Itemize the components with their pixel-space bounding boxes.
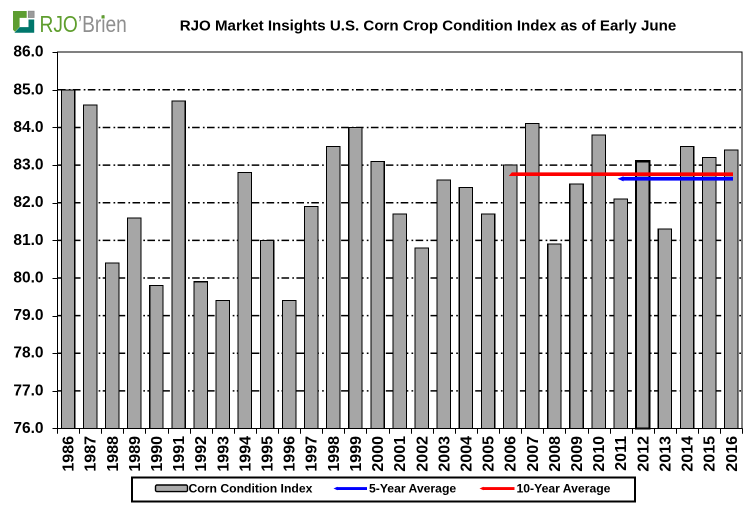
svg-text:1988: 1988 [105, 436, 122, 472]
svg-text:2008: 2008 [547, 436, 564, 472]
svg-text:2014: 2014 [680, 436, 697, 472]
svg-text:1990: 1990 [149, 436, 166, 472]
svg-text:1999: 1999 [348, 436, 365, 472]
svg-text:2000: 2000 [370, 436, 387, 472]
svg-text:1991: 1991 [171, 436, 188, 472]
svg-text:82.0: 82.0 [13, 194, 43, 211]
svg-text:5-Year Average: 5-Year Average [369, 482, 456, 496]
svg-text:2006: 2006 [503, 436, 520, 472]
svg-text:2007: 2007 [525, 436, 542, 472]
svg-text:1995: 1995 [260, 436, 277, 472]
svg-text:2013: 2013 [657, 436, 674, 472]
svg-text:RJO Market Insights U.S. Corn: RJO Market Insights U.S. Corn Crop Condi… [180, 18, 677, 35]
svg-text:80.0: 80.0 [13, 270, 43, 287]
svg-text:79.0: 79.0 [13, 307, 43, 324]
svg-text:1986: 1986 [61, 436, 78, 472]
svg-text:76.0: 76.0 [13, 420, 43, 437]
svg-text:1998: 1998 [326, 436, 343, 472]
svg-text:85.0: 85.0 [13, 81, 43, 98]
svg-text:1987: 1987 [83, 436, 100, 472]
svg-text:1997: 1997 [304, 436, 321, 472]
svg-text:83.0: 83.0 [13, 157, 43, 174]
svg-text:1994: 1994 [237, 436, 254, 472]
svg-text:2011: 2011 [613, 436, 630, 471]
svg-text:84.0: 84.0 [13, 119, 43, 136]
svg-text:RJO’Brien: RJO’Brien [40, 13, 127, 38]
svg-text:2002: 2002 [414, 436, 431, 472]
svg-text:2009: 2009 [569, 436, 586, 472]
svg-text:1992: 1992 [193, 436, 210, 472]
svg-text:2012: 2012 [635, 436, 652, 472]
svg-text:81.0: 81.0 [13, 232, 43, 249]
svg-text:1989: 1989 [127, 436, 144, 472]
svg-text:1993: 1993 [215, 436, 232, 472]
svg-text:2016: 2016 [724, 436, 741, 472]
svg-text:Corn Condition Index: Corn Condition Index [189, 482, 313, 496]
svg-text:78.0: 78.0 [13, 345, 43, 362]
svg-text:2005: 2005 [481, 436, 498, 472]
svg-text:1996: 1996 [282, 436, 299, 472]
svg-text:10-Year Average: 10-Year Average [517, 482, 611, 496]
svg-text:77.0: 77.0 [13, 382, 43, 399]
svg-text:2010: 2010 [591, 436, 608, 472]
svg-text:2003: 2003 [436, 436, 453, 472]
svg-text:2001: 2001 [392, 436, 409, 472]
svg-text:2004: 2004 [458, 436, 475, 472]
svg-text:86.0: 86.0 [13, 44, 43, 61]
svg-text:2015: 2015 [702, 436, 719, 472]
